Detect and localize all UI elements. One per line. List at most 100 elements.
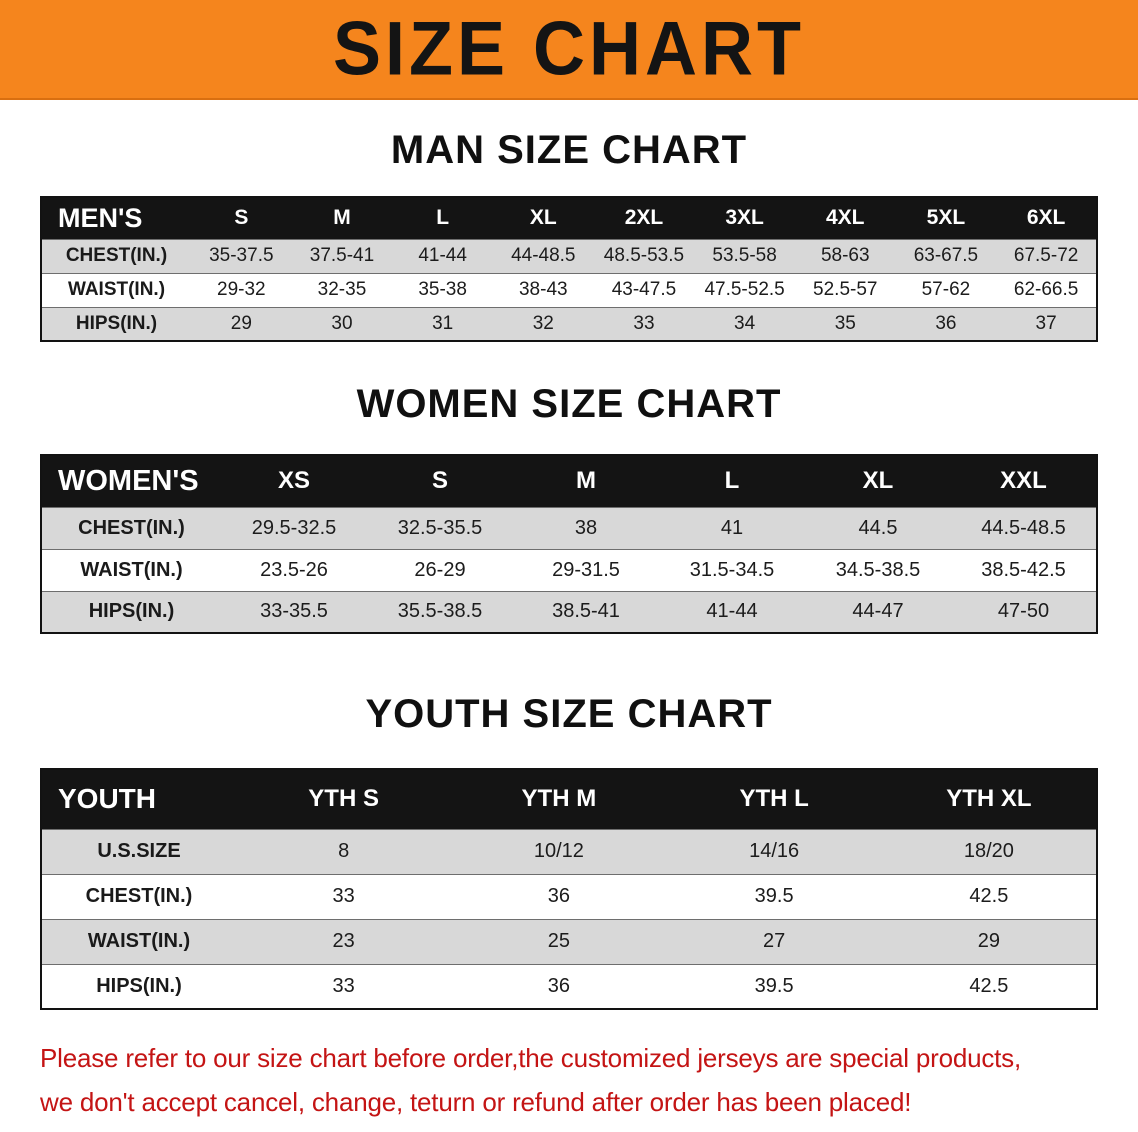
men-table-header: MEN'S S M L XL 2XL 3XL 4XL 5XL 6XL xyxy=(41,197,1097,239)
measurement-value: 23.5-26 xyxy=(260,558,328,581)
size-column-header: 3XL xyxy=(694,197,795,239)
measurement-row: HIPS(IN.) 29 30 31 32 33 34 35 36 37 xyxy=(41,307,1097,341)
size-column-header: XS xyxy=(221,455,367,507)
size-column-header: 2XL xyxy=(593,197,695,239)
size-column-header: L xyxy=(659,455,805,507)
measurement-value: 42.5 xyxy=(969,885,1009,907)
measurement-value: 35-37.5 xyxy=(209,245,274,266)
measurement-value: 39.5 xyxy=(754,885,794,907)
measurement-row: CHEST(IN.) 33 36 39.5 42.5 xyxy=(41,874,1097,919)
measurement-label: HIPS(IN.) xyxy=(75,312,158,334)
measurement-value: 38.5-42.5 xyxy=(981,558,1066,581)
size-column-header: M xyxy=(513,455,659,507)
size-column-header: YTH M xyxy=(451,769,667,829)
measurement-row: WAIST(IN.) 29-32 32-35 35-38 38-43 43-47.5 47.… xyxy=(41,273,1097,307)
measurement-label: WAIST(IN.) xyxy=(87,930,191,952)
measurement-value: 41-44 xyxy=(706,600,758,623)
measurement-value: 14/16 xyxy=(749,840,800,862)
size-column-header: 5XL xyxy=(895,197,997,239)
measurement-value: 57-62 xyxy=(921,279,971,300)
measurement-value: 35-38 xyxy=(418,279,467,300)
measurement-value: 18/20 xyxy=(963,840,1014,862)
measurement-value: 38 xyxy=(574,516,598,539)
header-row: YOUTH YTH S YTH M YTH L YTH XL xyxy=(41,769,1097,829)
measurement-label: CHEST(IN.) xyxy=(85,885,193,907)
men-table-body: CHEST(IN.) 35-37.5 37.5-41 41-44 44-48.5 48.5… xyxy=(41,239,1097,341)
measurement-value: 44-47 xyxy=(852,600,904,623)
measurement-value: 44.5 xyxy=(858,516,898,539)
youth-section-heading: YOUTH SIZE CHART xyxy=(365,692,773,736)
measurement-value: 41-44 xyxy=(418,245,467,266)
measurement-value: 30 xyxy=(331,312,353,334)
measurement-label: CHEST(IN.) xyxy=(78,516,185,539)
women-size-table: WOMEN'S XS S M L XL XXL CHEST(IN.) 29.5-32.5 32.… xyxy=(40,454,1098,634)
size-column-header: XXL xyxy=(951,455,1097,507)
measurement-label: U.S.SIZE xyxy=(97,840,181,862)
measurement-row: WAIST(IN.) 23.5-26 26-29 29-31.5 31.5-34.5 34… xyxy=(41,549,1097,591)
size-column-header: S xyxy=(191,197,292,239)
measurement-value: 33 xyxy=(633,312,655,334)
measurement-label: CHEST(IN.) xyxy=(65,245,168,266)
men-size-table: MEN'S S M L XL 2XL 3XL 4XL 5XL 6XL CHEST(IN.) 35-3… xyxy=(40,196,1098,342)
measurement-value: 35.5-38.5 xyxy=(397,600,483,623)
size-column-header: XL xyxy=(805,455,951,507)
measurement-value: 48.5-53.5 xyxy=(603,245,685,266)
measurement-value: 58-63 xyxy=(820,245,870,266)
measurement-value: 62-66.5 xyxy=(1013,279,1079,300)
measurement-value: 31.5-34.5 xyxy=(689,558,775,581)
measurement-value: 47.5-52.5 xyxy=(704,279,785,300)
men-size-section: MAN SIZE CHART MEN'S S M L XL 2XL 3XL 4XL 5XL 6XL… xyxy=(0,126,1138,342)
measurement-value: 29-32 xyxy=(217,279,266,300)
women-size-section: WOMEN SIZE CHART WOMEN'S XS S M L XL XXL CHEST… xyxy=(0,380,1138,634)
measurement-value: 47-50 xyxy=(997,600,1050,623)
table-corner-label: WOMEN'S xyxy=(41,455,221,507)
size-column-header: YTH L xyxy=(666,769,882,829)
measurement-value: 32.5-35.5 xyxy=(397,516,483,539)
measurement-value: 37 xyxy=(1035,312,1057,334)
measurement-value: 38.5-41 xyxy=(552,600,620,623)
table-corner-label: MEN'S xyxy=(41,197,191,239)
women-section-heading: WOMEN SIZE CHART xyxy=(356,382,782,426)
measurement-value: 29 xyxy=(977,930,1000,952)
measurement-row: WAIST(IN.) 23 25 27 29 xyxy=(41,919,1097,964)
measurement-value: 36 xyxy=(547,885,570,907)
measurement-value: 63-67.5 xyxy=(913,245,979,266)
size-column-header: S xyxy=(367,455,513,507)
measurement-value: 53.5-58 xyxy=(712,245,777,266)
measurement-value: 32 xyxy=(532,312,554,334)
youth-table-header: YOUTH YTH S YTH M YTH L YTH XL xyxy=(41,769,1097,829)
size-chart-banner: SIZE CHART xyxy=(0,0,1138,100)
measurement-value: 33 xyxy=(332,974,355,997)
measurement-value: 26-29 xyxy=(414,558,466,581)
measurement-row: HIPS(IN.) 33 36 39.5 42.5 xyxy=(41,964,1097,1009)
measurement-value: 29-31.5 xyxy=(552,558,620,581)
measurement-value: 27 xyxy=(763,930,786,952)
measurement-value: 23 xyxy=(332,930,355,952)
measurement-row: CHEST(IN.) 29.5-32.5 32.5-35.5 38 41 44.5 44.5… xyxy=(41,507,1097,549)
measurement-row: HIPS(IN.) 33-35.5 35.5-38.5 38.5-41 41-44 44-… xyxy=(41,591,1097,633)
disclaimer-line-2: we don't accept cancel, change, teturn o… xyxy=(40,1087,912,1117)
measurement-value: 37.5-41 xyxy=(309,245,375,266)
disclaimer-line-1: Please refer to our size chart before or… xyxy=(40,1043,1022,1073)
measurement-value: 52.5-57 xyxy=(813,279,878,300)
size-column-header: L xyxy=(392,197,493,239)
measurement-value: 34.5-38.5 xyxy=(835,558,921,581)
women-table-body: CHEST(IN.) 29.5-32.5 32.5-35.5 38 41 44.5 44.5… xyxy=(41,507,1097,633)
measurement-value: 44.5-48.5 xyxy=(981,516,1066,539)
disclaimer-note: Please refer to our size chart before or… xyxy=(40,1036,1138,1124)
size-column-header: 6XL xyxy=(996,197,1097,239)
size-column-header: 4XL xyxy=(794,197,896,239)
measurement-value: 44-48.5 xyxy=(511,245,576,266)
measurement-value: 67.5-72 xyxy=(1013,245,1079,266)
measurement-value: 39.5 xyxy=(754,974,794,997)
measurement-value: 36 xyxy=(547,974,570,997)
youth-size-section: YOUTH SIZE CHART YOUTH YTH S YTH M YTH L YTH… xyxy=(0,690,1138,1010)
measurement-label: HIPS(IN.) xyxy=(88,600,175,623)
table-corner-label: YOUTH xyxy=(41,769,236,829)
size-column-header: YTH XL xyxy=(881,769,1097,829)
measurement-value: 8 xyxy=(338,840,350,862)
measurement-label: WAIST(IN.) xyxy=(80,558,183,581)
measurement-value: 41 xyxy=(720,516,744,539)
measurement-value: 32-35 xyxy=(317,279,367,300)
measurement-value: 33-35.5 xyxy=(260,600,328,623)
